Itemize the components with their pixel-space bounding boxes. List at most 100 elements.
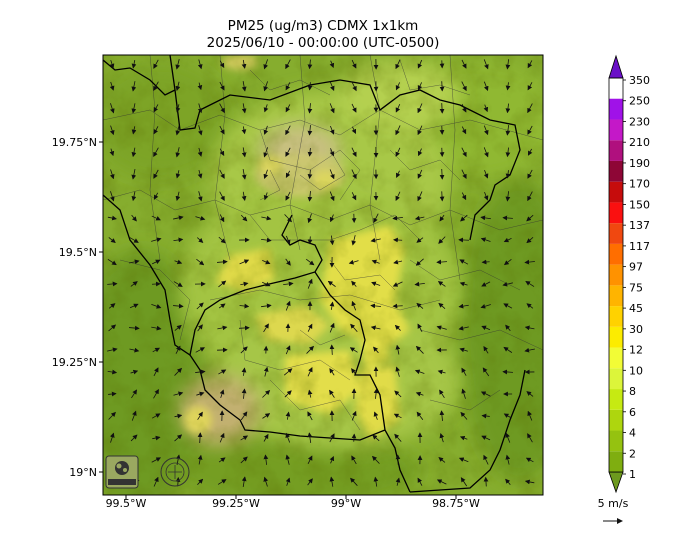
- wind-vector: [175, 170, 181, 179]
- wind-vector: [392, 215, 403, 221]
- wind-vector: [196, 302, 204, 310]
- wind-vector: [393, 259, 403, 265]
- colorbar-segment: [609, 160, 623, 182]
- wind-vector: [305, 258, 315, 266]
- colorbar-segment: [609, 389, 623, 410]
- wind-vector: [238, 325, 250, 331]
- wind-vector: [505, 124, 511, 136]
- wind-vector: [219, 214, 225, 223]
- wind-vector: [263, 147, 269, 158]
- wind-vector: [241, 367, 247, 376]
- wind-vector: [394, 324, 401, 331]
- wind-vector: [329, 455, 335, 464]
- colorbar-segment: [609, 98, 623, 120]
- wind-vector: [483, 125, 489, 136]
- wind-vector: [131, 191, 137, 202]
- wind-vector: [329, 81, 335, 92]
- wind-vector: [240, 346, 248, 354]
- wind-vector: [483, 169, 489, 179]
- wind-vector: [174, 367, 183, 376]
- wind-vector: [195, 215, 206, 221]
- wind-vector: [395, 125, 401, 136]
- wind-vector: [415, 391, 424, 397]
- wind-vector: [263, 323, 269, 333]
- wind-vector: [527, 82, 533, 91]
- wind-vector: [329, 322, 335, 333]
- wind-vector: [107, 281, 118, 287]
- wind-vector: [416, 411, 424, 421]
- wind-vector: [175, 191, 181, 202]
- wind-vector: [285, 191, 291, 201]
- wind-vector: [395, 147, 401, 157]
- wind-vector: [417, 148, 423, 157]
- colorbar-segment: [609, 243, 623, 265]
- wind-vector: [129, 303, 139, 309]
- wind-vector: [461, 59, 467, 69]
- y-tick-label: 19.25°N: [52, 356, 97, 369]
- wind-vector: [131, 103, 137, 114]
- wind-vector: [373, 388, 379, 399]
- wind-vector: [480, 215, 491, 221]
- wind-vector: [174, 324, 182, 331]
- wind-vector: [307, 455, 313, 465]
- wind-vector: [480, 237, 491, 243]
- wind-vector: [219, 148, 225, 157]
- wind-vector: [458, 457, 469, 463]
- wind-vector: [175, 147, 181, 158]
- wind-vector: [239, 259, 250, 265]
- wind-vector: [483, 476, 489, 487]
- wind-vector: [109, 148, 115, 157]
- wind-vector: [263, 433, 269, 442]
- wind-vector: [370, 237, 381, 243]
- wind-vector: [285, 345, 291, 355]
- wind-vector: [307, 59, 313, 70]
- wind-vector: [173, 281, 183, 287]
- colorbar-label: 137: [629, 219, 650, 232]
- wind-vector: [285, 432, 291, 443]
- wind-vector: [151, 457, 161, 463]
- wind-vector: [503, 346, 513, 353]
- wind-vector: [527, 125, 533, 135]
- wind-vector: [439, 214, 445, 222]
- wind-vector: [480, 391, 491, 397]
- wind-vector: [351, 433, 357, 442]
- wind-vector: [306, 345, 315, 354]
- wind-vector: [285, 235, 291, 245]
- wind-vector: [417, 477, 423, 486]
- wind-vector: [241, 388, 247, 399]
- wind-vector: [175, 476, 181, 487]
- wind-vector: [505, 432, 511, 443]
- wind-vector: [417, 169, 423, 179]
- wind-vector: [110, 103, 115, 114]
- wind-vector: [458, 303, 469, 309]
- wind-vector: [107, 347, 118, 353]
- wind-vector: [461, 192, 467, 201]
- wind-vector: [109, 81, 115, 91]
- wind-vector: [505, 324, 511, 332]
- wind-vector: [437, 369, 446, 375]
- wind-vector: [283, 281, 294, 287]
- colorbar-segment: [609, 140, 623, 161]
- wind-vector: [483, 345, 489, 354]
- wind-vector: [483, 192, 489, 201]
- wind-vector: [370, 325, 381, 331]
- wind-vector: [371, 455, 380, 464]
- wind-vector: [483, 454, 489, 465]
- wind-vector: [414, 215, 425, 221]
- wind-vector: [262, 259, 271, 265]
- wind-vector: [459, 259, 469, 265]
- wind-vector: [197, 237, 204, 243]
- wind-vector: [219, 103, 225, 114]
- wind-vector: [329, 368, 335, 376]
- wind-vector: [151, 325, 162, 331]
- wind-vector: [438, 457, 446, 463]
- wind-vector: [329, 60, 335, 69]
- wind-vector: [460, 477, 468, 487]
- wind-vector: [526, 237, 534, 244]
- colorbar-label: 6: [629, 406, 636, 419]
- colorbar-label: 230: [629, 115, 650, 128]
- wind-vector: [524, 479, 535, 485]
- wind-vector: [503, 413, 512, 419]
- wind-vector: [371, 281, 381, 287]
- wind-vector: [483, 147, 489, 158]
